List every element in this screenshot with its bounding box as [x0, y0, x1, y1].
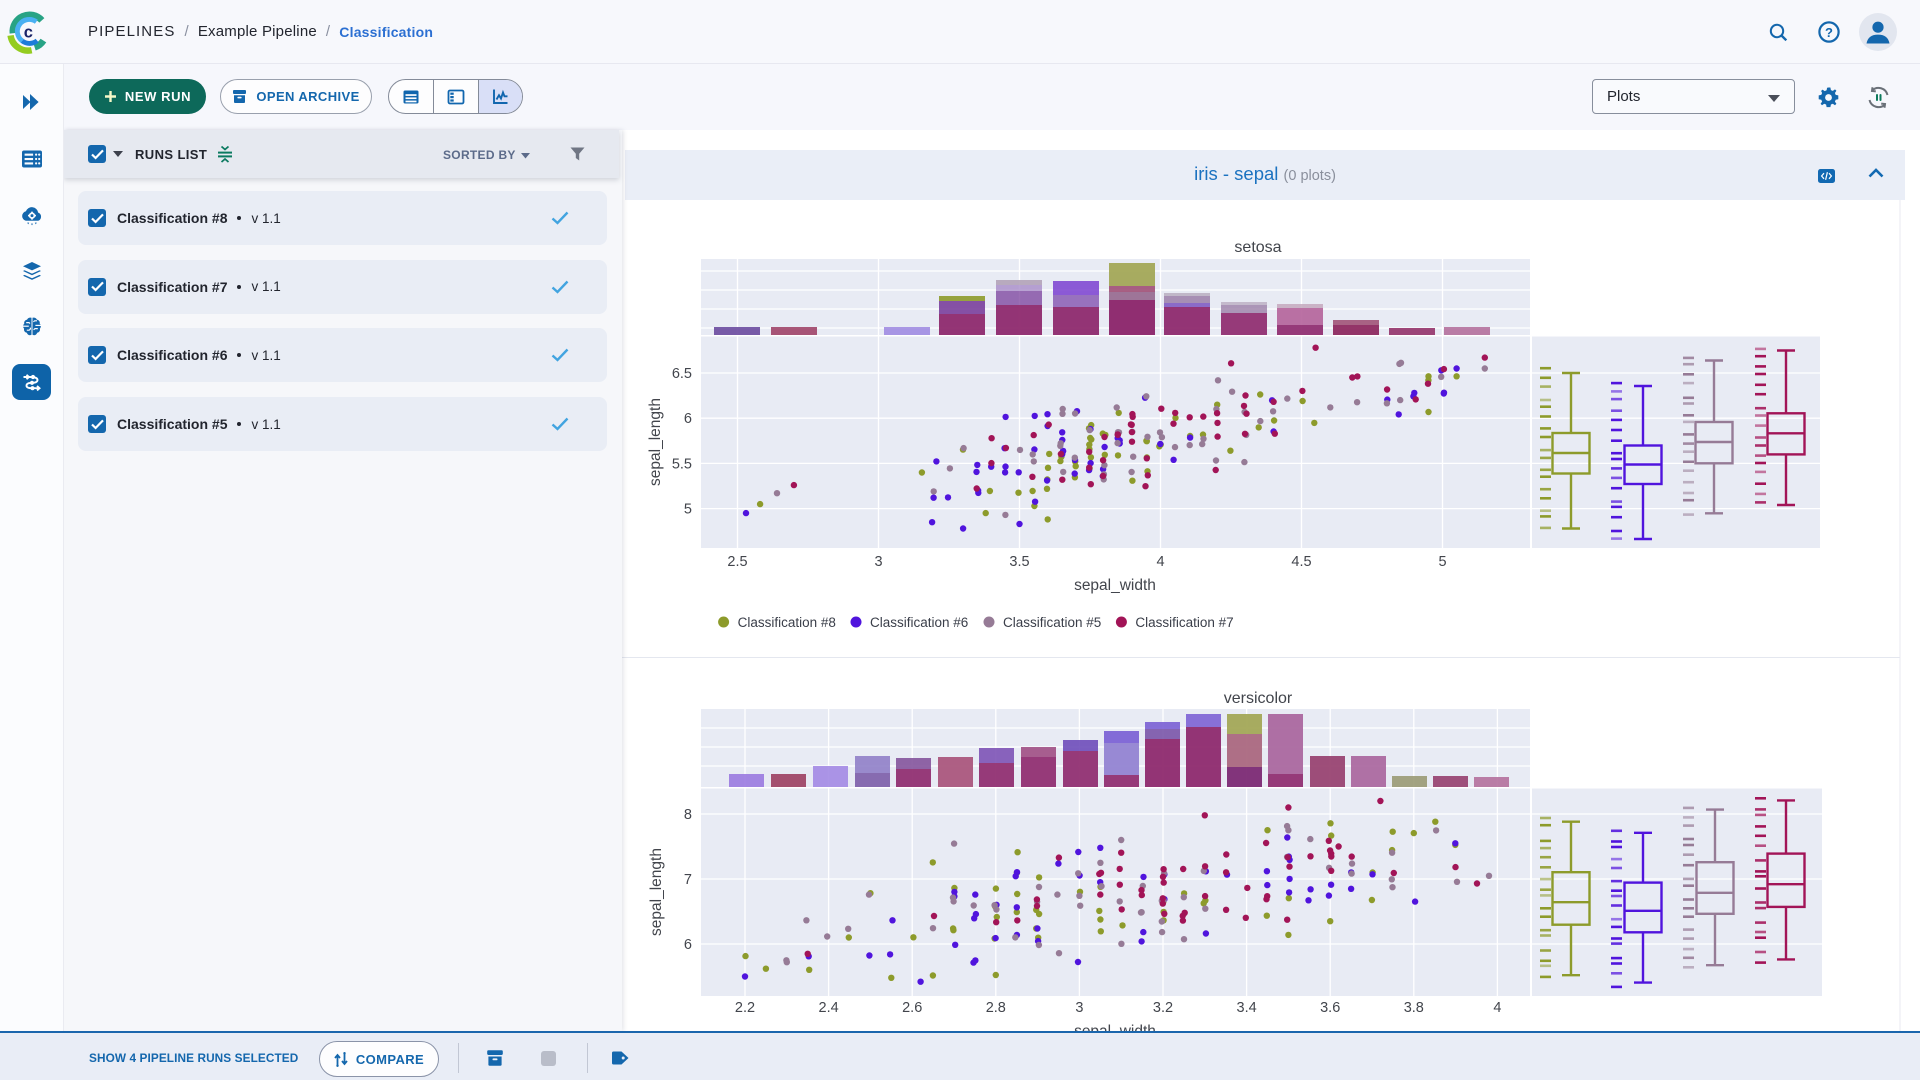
svg-text:8: 8: [684, 807, 692, 823]
svg-text:4: 4: [1493, 1000, 1501, 1016]
svg-text:6: 6: [684, 937, 692, 953]
svg-text:7: 7: [684, 872, 692, 888]
svg-text:2.8: 2.8: [986, 1000, 1006, 1016]
svg-text:Classification #7: Classification #7: [1135, 615, 1233, 630]
svg-text:?: ?: [1825, 25, 1833, 40]
svg-text:3.5: 3.5: [1009, 554, 1029, 570]
svg-text:5: 5: [1438, 554, 1446, 570]
svg-text:3: 3: [1075, 1000, 1083, 1016]
svg-text:3: 3: [874, 554, 882, 570]
svg-text:2.4: 2.4: [819, 1000, 839, 1016]
svg-text:2.5: 2.5: [727, 554, 747, 570]
svg-text:3.4: 3.4: [1237, 1000, 1257, 1016]
svg-text:2.6: 2.6: [902, 1000, 922, 1016]
svg-text:6.5: 6.5: [672, 366, 692, 382]
svg-text:sepal_length: sepal_length: [647, 398, 664, 486]
svg-text:sepal_width: sepal_width: [1074, 1023, 1156, 1031]
svg-text:3.2: 3.2: [1153, 1000, 1173, 1016]
svg-text:4: 4: [1156, 554, 1164, 570]
svg-text:Classification #8: Classification #8: [738, 615, 836, 630]
svg-text:sepal_length: sepal_length: [648, 848, 665, 936]
svg-text:2.2: 2.2: [735, 1000, 755, 1016]
svg-text:Classification #5: Classification #5: [1003, 615, 1101, 630]
svg-text:Classification #6: Classification #6: [870, 615, 968, 630]
svg-text:4.5: 4.5: [1291, 554, 1311, 570]
svg-text:setosa: setosa: [1234, 239, 1281, 256]
svg-text:3.6: 3.6: [1320, 1000, 1340, 1016]
svg-text:3.8: 3.8: [1404, 1000, 1424, 1016]
svg-text:5: 5: [684, 502, 692, 518]
svg-text:6: 6: [684, 411, 692, 427]
svg-text:5.5: 5.5: [672, 456, 692, 472]
svg-text:versicolor: versicolor: [1224, 690, 1293, 707]
svg-text:c: c: [24, 24, 33, 42]
svg-text:sepal_width: sepal_width: [1074, 577, 1156, 594]
